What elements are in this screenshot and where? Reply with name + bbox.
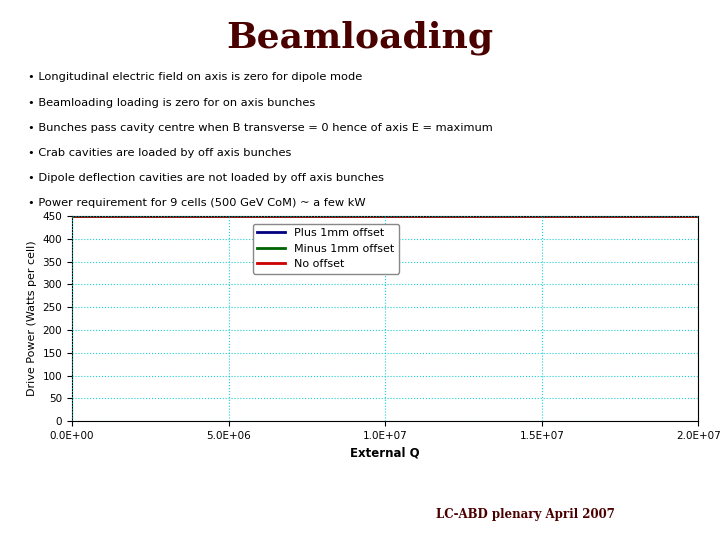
Text: LC-ABD plenary April 2007: LC-ABD plenary April 2007 [436,508,615,521]
Text: • Beamloading loading is zero for on axis bunches: • Beamloading loading is zero for on axi… [29,98,315,107]
X-axis label: External Q: External Q [351,447,420,460]
Minus 1mm offset [607,213,616,219]
Plus 1mm offset [449,213,457,219]
Minus 1mm offset [694,213,703,219]
Text: • Dipole deflection cavities are not loaded by off axis bunches: • Dipole deflection cavities are not loa… [29,173,384,183]
Text: Beamloading: Beamloading [226,21,494,55]
Minus 1mm offset [467,213,476,219]
No offset [467,213,476,219]
Y-axis label: Drive Power (Watts per cell): Drive Power (Watts per cell) [27,241,37,396]
Plus 1mm offset [543,213,552,219]
No offset [694,213,703,219]
Minus 1mm offset [69,213,78,219]
No offset [69,213,78,219]
No offset [432,213,441,219]
Plus 1mm offset [607,213,616,219]
Minus 1mm offset [543,213,552,219]
Plus 1mm offset [107,213,116,219]
Plus 1mm offset [467,213,476,219]
Minus 1mm offset [449,213,457,219]
Plus 1mm offset [694,213,703,219]
No offset [543,213,552,219]
Text: • Crab cavities are loaded by off axis bunches: • Crab cavities are loaded by off axis b… [29,148,292,158]
Minus 1mm offset [432,213,441,219]
No offset [107,213,116,219]
Text: • Longitudinal electric field on axis is zero for dipole mode: • Longitudinal electric field on axis is… [29,72,363,83]
No offset [607,213,616,219]
Legend: Plus 1mm offset, Minus 1mm offset, No offset: Plus 1mm offset, Minus 1mm offset, No of… [253,224,399,274]
Minus 1mm offset [107,213,116,219]
Text: • Bunches pass cavity centre when B transverse = 0 hence of axis E = maximum: • Bunches pass cavity centre when B tran… [29,123,493,133]
No offset [449,213,457,219]
Plus 1mm offset [69,213,78,219]
Text: • Power requirement for 9 cells (500 GeV CoM) ~ a few kW: • Power requirement for 9 cells (500 GeV… [29,198,366,208]
Plus 1mm offset [432,213,441,219]
